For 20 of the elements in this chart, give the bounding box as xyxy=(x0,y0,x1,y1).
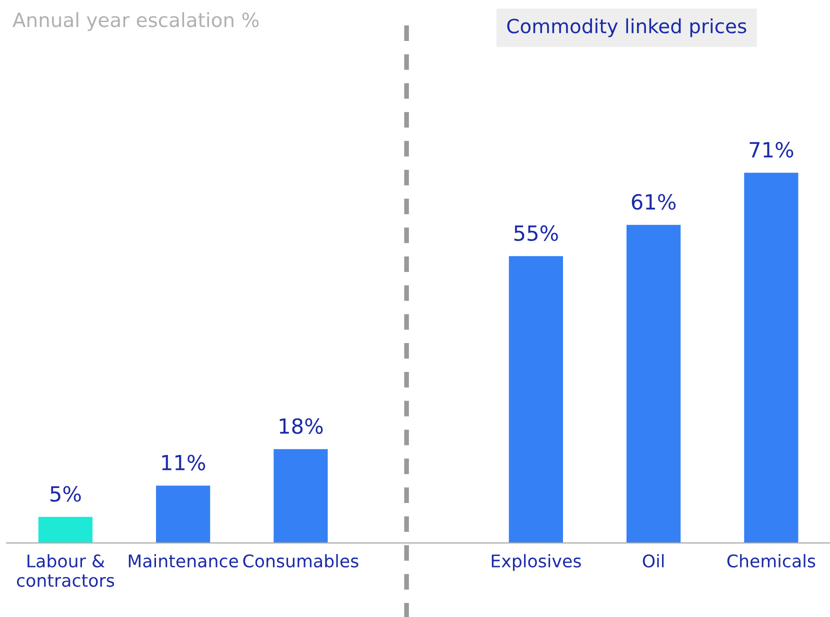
x-tick-label: Explosives xyxy=(492,554,581,571)
data-label: 61% xyxy=(632,194,676,210)
x-tick-label: Consumables xyxy=(243,554,358,568)
data-label: 55% xyxy=(514,225,558,242)
x-tick-label: Chemicals xyxy=(727,554,816,568)
x-tick-label: Oil xyxy=(642,554,664,568)
bar xyxy=(156,486,210,543)
data-label: 5% xyxy=(50,486,81,502)
data-label: 18% xyxy=(280,418,323,434)
bar xyxy=(508,256,563,543)
bar xyxy=(744,172,798,543)
bar xyxy=(274,449,328,543)
bar xyxy=(38,516,93,543)
data-label: 11% xyxy=(162,454,206,470)
bar xyxy=(626,224,681,543)
data-label: 71% xyxy=(750,142,794,158)
x-tick-label: Maintenance xyxy=(128,554,238,568)
text: Commodity linked prices xyxy=(507,18,746,38)
x-tick-label: Labour & contractors xyxy=(16,554,114,587)
chart-title: Annual year escalation % xyxy=(12,12,259,32)
